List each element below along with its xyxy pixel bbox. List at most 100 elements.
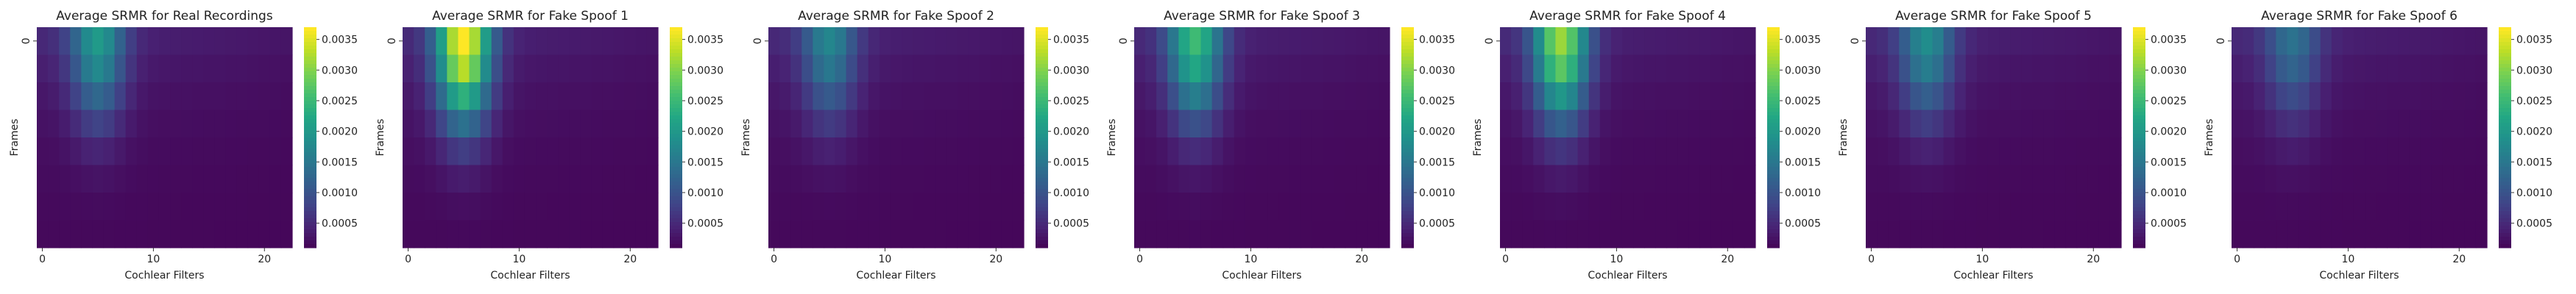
colorbar-segment (304, 82, 316, 87)
heatmap-cell (2387, 220, 2399, 248)
colorbar-segment (670, 86, 682, 90)
heatmap-cell (37, 82, 49, 111)
heatmap-cell (1301, 193, 1312, 221)
heatmap-cell (1544, 82, 1557, 111)
colorbar-segment (1401, 53, 1414, 57)
colorbar-segment (2133, 156, 2145, 160)
heatmap-cell (513, 110, 526, 138)
colorbar-segment (1036, 53, 1048, 57)
heatmap-cell (125, 165, 138, 193)
heatmap-cell (879, 137, 891, 166)
colorbar-segment (670, 68, 682, 72)
heatmap-cell (2054, 137, 2067, 166)
heatmap-cell (990, 27, 1002, 56)
heatmap-cell (2409, 137, 2421, 166)
heatmap-cell (1932, 165, 1945, 193)
colorbar-segment (304, 115, 316, 120)
heatmap-cell (879, 82, 891, 111)
colorbar-segment (1401, 86, 1414, 90)
colorbar-segment (2499, 207, 2511, 212)
colorbar-segment (1036, 193, 1048, 197)
colorbar-segment (2133, 167, 2145, 171)
colorbar-segment (2499, 237, 2511, 241)
heatmap-cell (2442, 82, 2455, 111)
colorbar-segment (304, 207, 316, 212)
heatmap-cell (569, 82, 581, 111)
heatmap-cell (1954, 27, 1967, 56)
heatmap-cell (946, 54, 958, 83)
heatmap-cell (602, 165, 615, 193)
colorbar-segment (1036, 137, 1048, 142)
heatmap-cell (990, 82, 1002, 111)
colorbar-segment (1401, 152, 1414, 157)
heatmap-cell (536, 137, 548, 166)
heatmap-cell (635, 27, 648, 56)
colorbar-tick-label: 0.0005 (687, 218, 723, 230)
colorbar-segment (670, 104, 682, 109)
heatmap-cell (802, 82, 813, 111)
colorbar-segment (670, 204, 682, 208)
heatmap-cell (147, 193, 160, 221)
heatmap-cell (824, 165, 836, 193)
heatmap-cell (979, 82, 991, 111)
heatmap-cell (635, 220, 648, 248)
colorbar-segment (304, 108, 316, 112)
heatmap-cell (2276, 193, 2288, 221)
colorbar-segment (304, 193, 316, 197)
heatmap-cell (924, 193, 935, 221)
heatmap-cell (2254, 27, 2265, 56)
heatmap-cell (569, 165, 581, 193)
heatmap-cell (536, 193, 548, 221)
heatmap-cell (613, 27, 626, 56)
heatmap-cell (469, 82, 481, 111)
heatmap-cell (2309, 193, 2321, 221)
colorbar-segment (304, 46, 316, 50)
colorbar-segment (2499, 204, 2511, 208)
colorbar-segment (2133, 71, 2145, 76)
heatmap-cell (2309, 82, 2321, 111)
heatmap-cell (2309, 54, 2321, 83)
heatmap-cell (447, 220, 459, 248)
colorbar-segment (2133, 130, 2145, 135)
colorbar-segment (304, 218, 316, 223)
heatmap-cell (2398, 165, 2410, 193)
colorbar-segment (1401, 189, 1414, 193)
heatmap-cell (1932, 110, 1945, 138)
colorbar-segment (2499, 148, 2511, 153)
heatmap-cell (2453, 27, 2466, 56)
heatmap-cell (1688, 220, 1701, 248)
heatmap-cell (1965, 82, 1978, 111)
heatmap-cell (857, 220, 869, 248)
heatmap-cell (1633, 193, 1645, 221)
heatmap-cell (491, 193, 503, 221)
heatmap-cell (1200, 220, 1213, 248)
y-tick-label: 0 (752, 37, 764, 44)
heatmap-cell (236, 54, 249, 83)
heatmap-cell (48, 54, 60, 83)
heatmap-cell (1710, 165, 1723, 193)
colorbar-segment (1401, 60, 1414, 65)
heatmap-cell (2298, 110, 2310, 138)
heatmap-cell (1910, 54, 1922, 83)
heatmap-cell (1710, 54, 1723, 83)
heatmap-cell (403, 54, 414, 83)
heatmap-cell (913, 27, 924, 56)
heatmap-cell (1323, 220, 1335, 248)
heatmap-cell (2453, 54, 2466, 83)
heatmap-cell (1378, 165, 1390, 193)
heatmap-cell (2365, 220, 2377, 248)
heatmap-cell (1722, 54, 1734, 83)
colorbar-segment (670, 112, 682, 116)
heatmap-cell (968, 82, 980, 111)
heatmap-cell (203, 27, 215, 56)
heatmap-cell (1001, 110, 1013, 138)
heatmap-cell (225, 54, 238, 83)
colorbar-segment (1401, 93, 1414, 98)
colorbar-tick-label: 0.0020 (2151, 126, 2187, 138)
colorbar-segment (670, 97, 682, 101)
heatmap-cell (2387, 165, 2399, 193)
heatmap-cell (2276, 27, 2288, 56)
heatmap-cell (1511, 137, 1523, 166)
heatmap-cell (868, 27, 880, 56)
heatmap-cell (1566, 165, 1579, 193)
